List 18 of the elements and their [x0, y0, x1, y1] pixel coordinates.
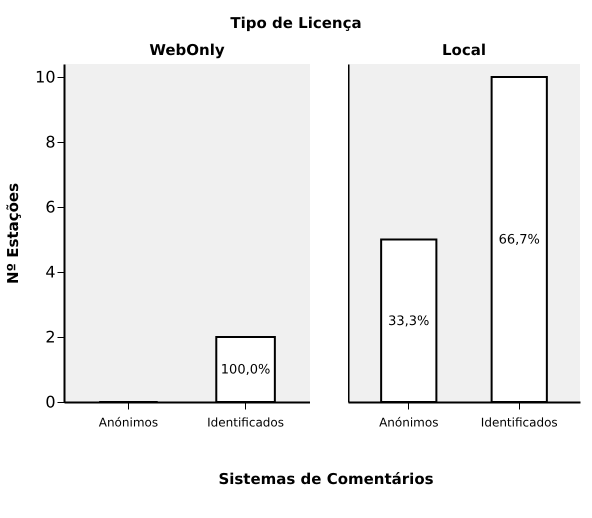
y-tick-label: 0 — [45, 392, 56, 412]
annotation: 100,0% — [220, 362, 270, 378]
text: Tipo de Licença — [229, 14, 363, 32]
x-tick-label: Identificados — [480, 416, 558, 430]
y-tick-label: 2 — [45, 328, 56, 346]
x-tick-label: Anónimos — [98, 416, 158, 430]
annotation: 66,7% — [498, 232, 540, 248]
y-tick-label: 6 — [45, 198, 56, 216]
chart-title: WebOnly — [149, 41, 225, 59]
annotation: 33,3% — [388, 314, 430, 329]
y-axis-title: Nº Estações — [4, 182, 22, 284]
y-tick-label: 10 — [35, 68, 56, 86]
chart-title: Local — [442, 41, 486, 59]
x-axis-title: Sistemas de Comentários — [217, 470, 435, 488]
x-tick-label: Anónimos — [379, 416, 438, 430]
x-tick-label: Identificados — [207, 416, 284, 430]
y-tick-label: 8 — [45, 132, 56, 152]
y-tick-label: 4 — [45, 262, 56, 282]
